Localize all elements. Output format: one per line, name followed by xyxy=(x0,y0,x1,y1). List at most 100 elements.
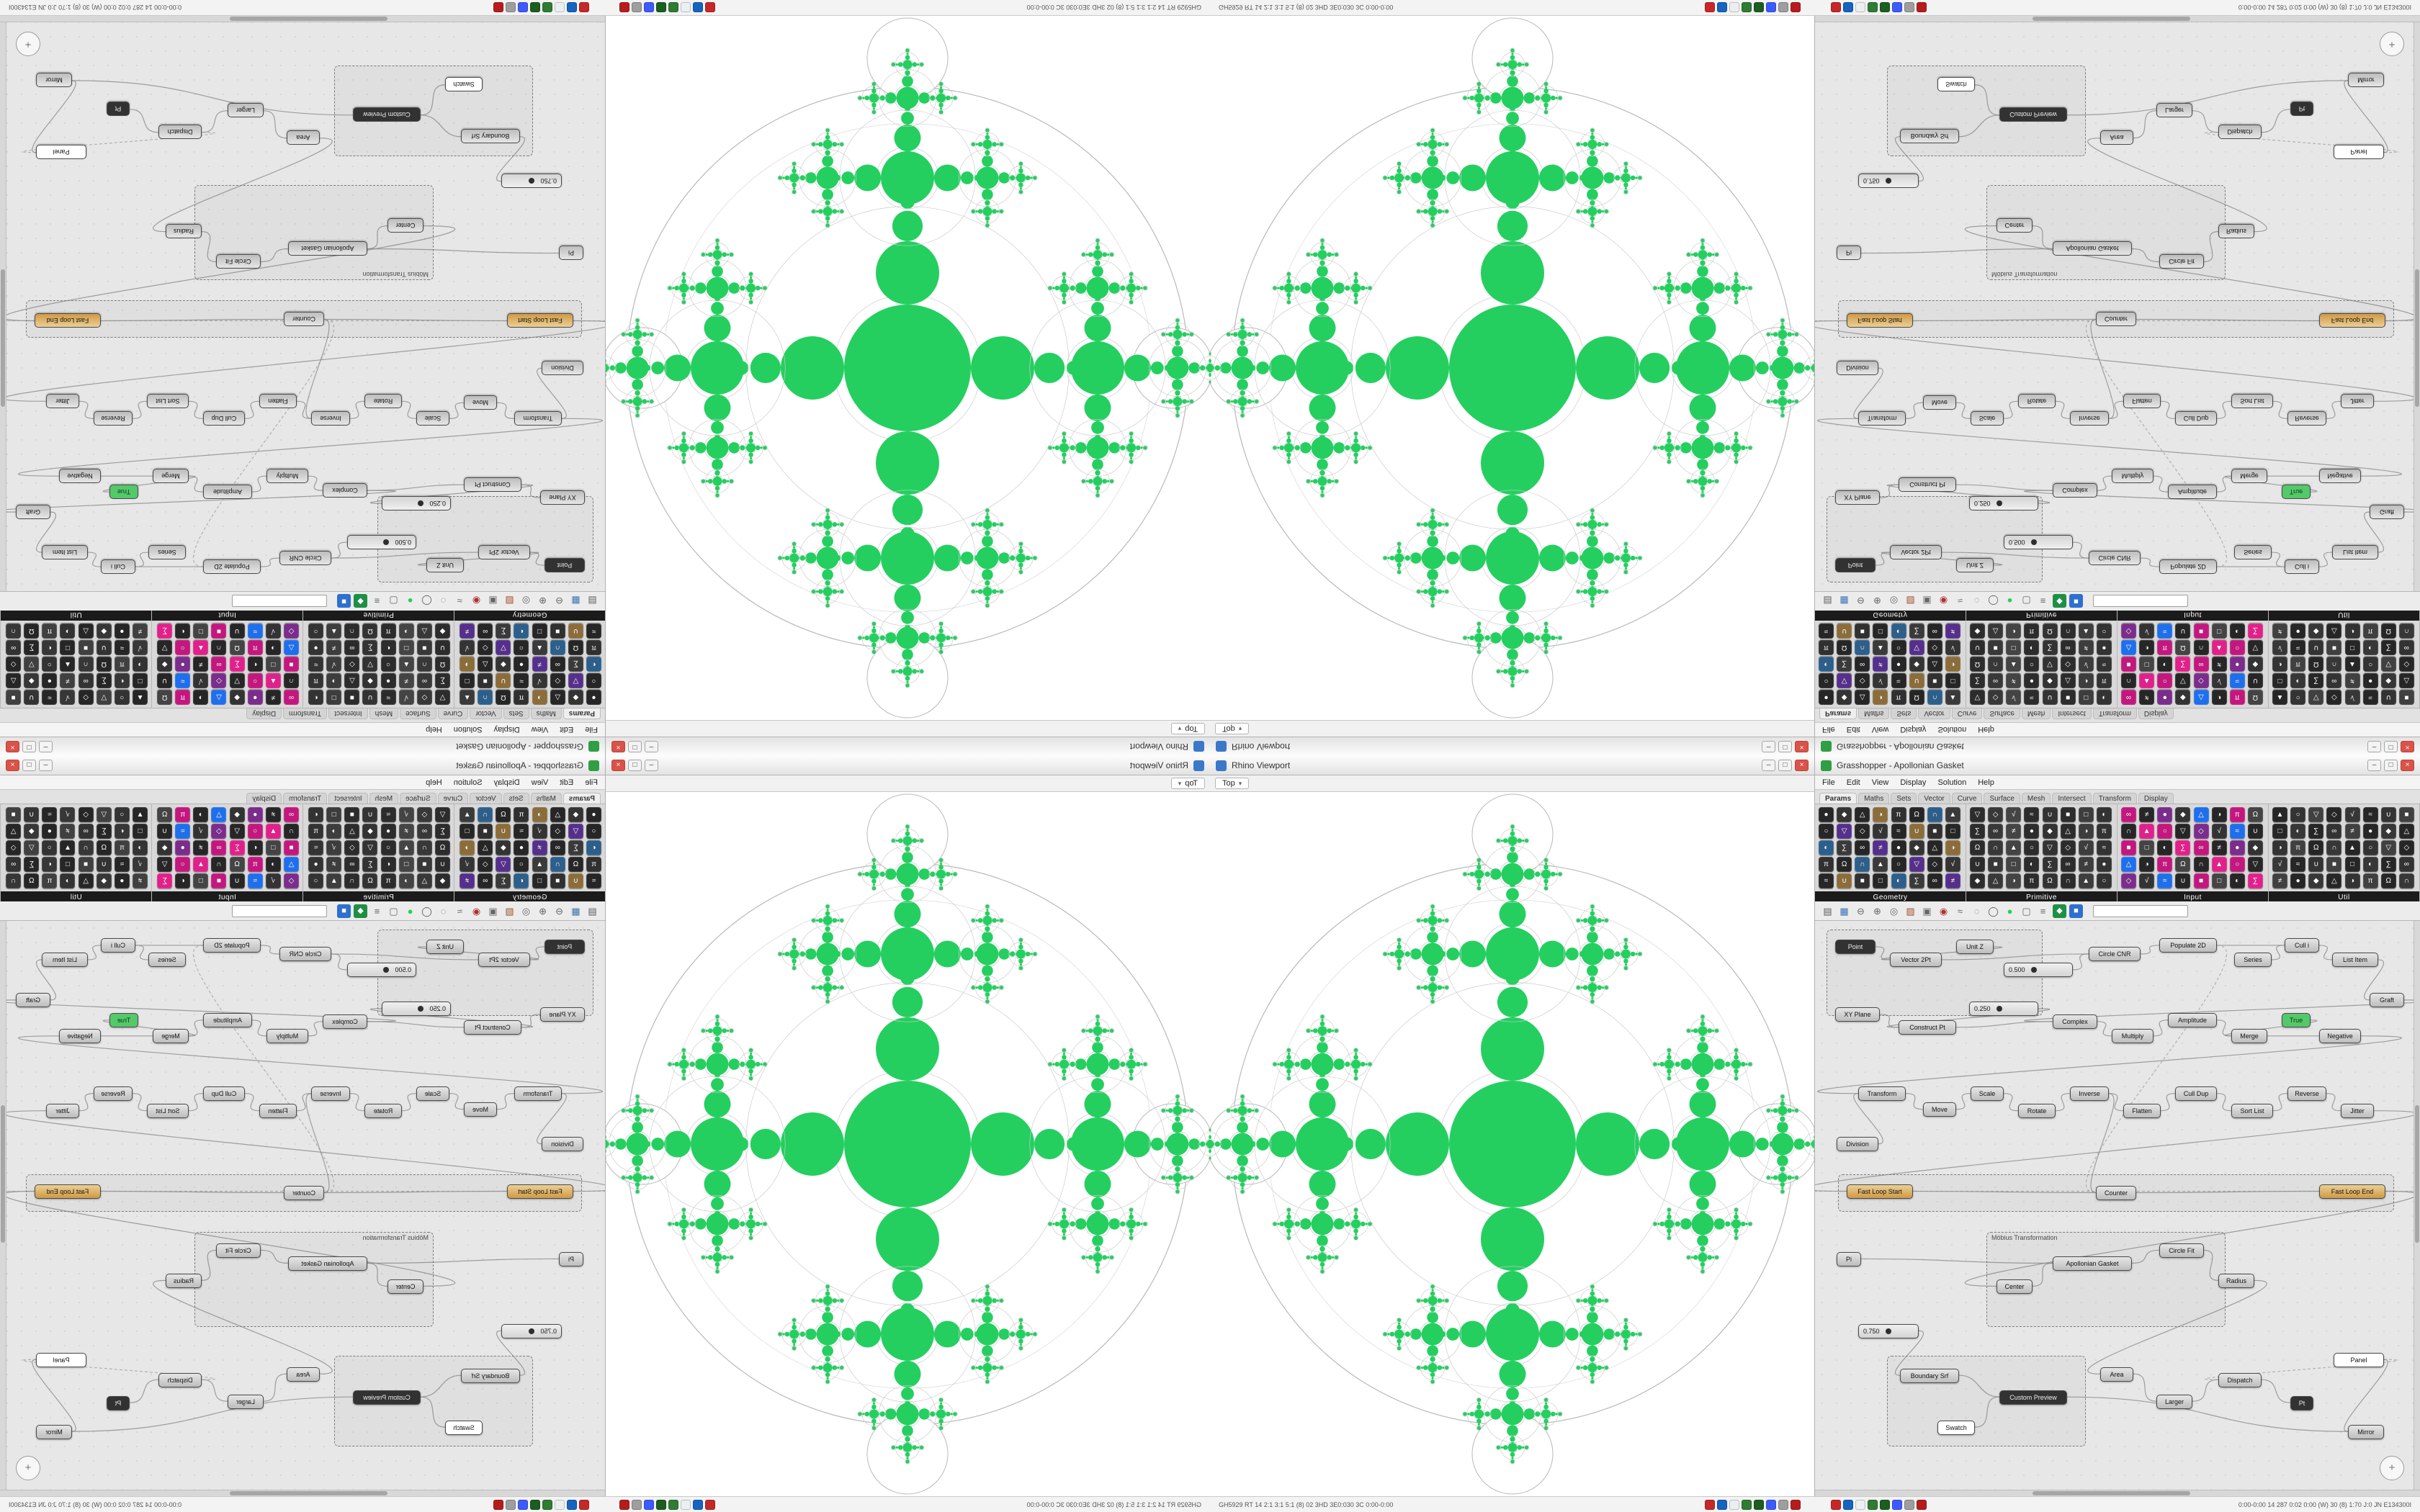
component-icon[interactable]: ▲ xyxy=(1945,807,1960,822)
component-icon[interactable]: ◑ xyxy=(265,640,281,655)
component-icon[interactable]: ◇ xyxy=(284,624,299,639)
gh-node[interactable]: Scale xyxy=(1971,1086,2004,1101)
zoom-out-icon[interactable]: ⊖ xyxy=(1857,905,1865,917)
slider-knob-icon[interactable] xyxy=(2030,967,2037,973)
component-icon[interactable]: ▽ xyxy=(24,657,40,672)
component-icon[interactable]: ≈ xyxy=(2290,857,2306,872)
component-icon[interactable]: π xyxy=(2290,840,2306,855)
grasshopper-button-icon[interactable]: ■ xyxy=(337,594,351,608)
component-icon[interactable]: ○ xyxy=(1819,673,1834,688)
component-icon[interactable]: ∞ xyxy=(416,673,432,688)
close-icon[interactable]: × xyxy=(6,741,19,752)
component-icon[interactable]: ◇ xyxy=(1927,857,1942,872)
gh-node[interactable]: Fast Loop End xyxy=(35,313,101,328)
canvas-compass-widget[interactable]: + xyxy=(16,32,40,56)
gh-node[interactable]: Circle CNR xyxy=(2089,551,2141,565)
taskbar-app-icon[interactable] xyxy=(554,2,565,13)
component-icon[interactable]: ∑ xyxy=(1970,673,1985,688)
gh-titlebar[interactable]: Grasshopper - Apollonian Gasket – □ × xyxy=(1815,756,2420,775)
taskbar-app-icon[interactable] xyxy=(1778,1499,1789,1510)
maximize-icon[interactable]: □ xyxy=(22,741,36,752)
taskbar-app-icon[interactable] xyxy=(493,2,503,13)
component-icon[interactable]: π xyxy=(1891,807,1906,822)
gh-node[interactable]: Vector 2Pt xyxy=(1890,953,1942,967)
component-icon[interactable]: ◑ xyxy=(265,857,281,872)
component-icon[interactable]: ∞ xyxy=(284,690,299,705)
taskbar-app-icon[interactable] xyxy=(529,1499,540,1510)
component-icon[interactable]: ∞ xyxy=(1927,873,1942,888)
component-icon[interactable]: ≈ xyxy=(2024,690,2040,705)
component-icon[interactable]: ≈ xyxy=(308,840,324,855)
component-icon[interactable]: ◑ xyxy=(532,807,547,822)
component-icon[interactable]: ▲ xyxy=(460,807,475,822)
component-icon[interactable]: ◑ xyxy=(1945,657,1960,672)
component-icon[interactable]: ∪ xyxy=(1837,873,1852,888)
component-icon[interactable]: △ xyxy=(2326,873,2342,888)
gh-node[interactable]: List Item xyxy=(42,545,88,559)
gh-node[interactable]: 0.250 xyxy=(382,1002,451,1016)
gh-node[interactable]: Merge xyxy=(2231,469,2267,483)
gh-node[interactable]: Amplitude xyxy=(203,1013,252,1027)
component-icon[interactable]: ∩ xyxy=(1988,840,2004,855)
component-icon[interactable]: ● xyxy=(2229,840,2245,855)
viewport-tab-top[interactable]: Top ▾ xyxy=(1170,778,1205,789)
taskbar-app-icon[interactable] xyxy=(1791,2,1801,13)
component-icon[interactable]: π xyxy=(175,690,191,705)
taskbar-app-icon[interactable] xyxy=(619,1499,629,1510)
component-icon[interactable]: ∩ xyxy=(344,873,360,888)
component-icon[interactable]: ∩ xyxy=(344,624,360,639)
taskbar-app-icon[interactable] xyxy=(542,2,552,13)
component-icon[interactable]: □ xyxy=(398,857,414,872)
component-icon[interactable]: ○ xyxy=(2362,840,2378,855)
gh-node[interactable]: 0.750 xyxy=(1858,1324,1919,1338)
gh-node[interactable]: Complex xyxy=(323,1014,367,1029)
component-icon[interactable]: ∩ xyxy=(416,840,432,855)
gh-node[interactable]: Counter xyxy=(2096,1186,2136,1200)
gh-node[interactable]: Unit Z xyxy=(426,940,464,954)
component-icon[interactable]: ∑ xyxy=(568,840,583,855)
component-icon[interactable]: ■ xyxy=(6,690,22,705)
component-icon[interactable]: ◑ xyxy=(398,624,414,639)
component-icon[interactable]: ∩ xyxy=(2121,824,2136,839)
gh-node[interactable]: Cull i xyxy=(2285,938,2319,953)
component-icon[interactable]: ■ xyxy=(2193,873,2209,888)
component-icon[interactable]: ○ xyxy=(380,840,396,855)
component-icon[interactable]: ≠ xyxy=(460,873,475,888)
component-icon[interactable]: ≈ xyxy=(175,824,191,839)
tab-surface[interactable]: Surface xyxy=(400,793,436,804)
component-icon[interactable]: π xyxy=(586,640,601,655)
component-icon[interactable]: ◆ xyxy=(2042,673,2058,688)
component-icon[interactable]: ■ xyxy=(6,807,22,822)
gh-node[interactable]: Apollonian Gasket xyxy=(288,1256,367,1271)
component-icon[interactable]: ∑ xyxy=(2175,657,2191,672)
component-icon[interactable]: ● xyxy=(175,657,191,672)
component-icon[interactable]: ▲ xyxy=(398,840,414,855)
gh-node[interactable]: Graft xyxy=(2370,505,2404,519)
component-icon[interactable]: Ω xyxy=(2175,857,2191,872)
component-icon[interactable]: ▲ xyxy=(265,824,281,839)
component-icon[interactable]: ∞ xyxy=(211,657,227,672)
gh-node[interactable]: True xyxy=(2282,485,2311,499)
component-icon[interactable]: ■ xyxy=(344,807,360,822)
component-icon[interactable]: ○ xyxy=(2157,824,2173,839)
component-icon[interactable]: ∑ xyxy=(157,624,173,639)
menu-view[interactable]: View xyxy=(1871,725,1889,734)
component-icon[interactable]: ∑ xyxy=(24,857,40,872)
component-icon[interactable]: ◆ xyxy=(362,824,378,839)
menu-view[interactable]: View xyxy=(531,725,549,734)
component-icon[interactable]: √ xyxy=(265,624,281,639)
open-definition-icon[interactable]: ▤ xyxy=(588,595,597,607)
gh-node[interactable]: Custom Preview xyxy=(353,1390,421,1405)
component-icon[interactable]: ∪ xyxy=(2380,690,2396,705)
gh-node[interactable]: XY Plane xyxy=(540,1007,585,1022)
component-icon[interactable]: ≈ xyxy=(380,807,396,822)
component-icon[interactable]: Ω xyxy=(2380,873,2396,888)
component-icon[interactable]: Ω xyxy=(2247,807,2263,822)
grasshopper-button-icon[interactable]: ■ xyxy=(337,904,351,918)
component-icon[interactable]: △ xyxy=(416,624,432,639)
taskbar-app-icon[interactable] xyxy=(643,2,654,13)
component-icon[interactable]: ◐ xyxy=(2290,824,2306,839)
vertical-scrollbar[interactable] xyxy=(0,16,6,591)
gh-node[interactable]: XY Plane xyxy=(540,490,585,505)
gh-node[interactable]: Unit Z xyxy=(1956,558,1994,572)
